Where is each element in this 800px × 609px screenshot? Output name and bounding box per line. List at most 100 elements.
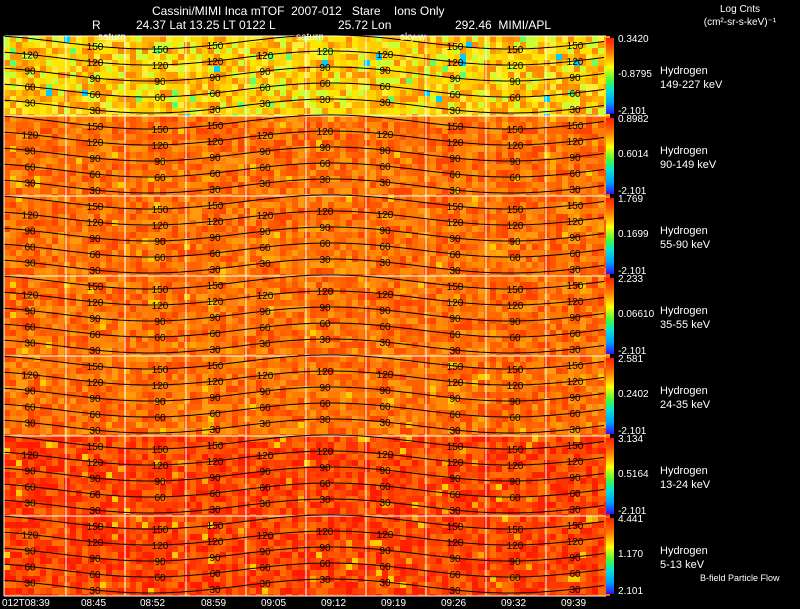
contour-label: 60 xyxy=(89,490,101,501)
contour-label: 30 xyxy=(449,186,461,197)
contour-label: 30 xyxy=(569,265,581,276)
contour-label: 60 xyxy=(24,243,36,254)
contour-label: 30 xyxy=(449,426,461,437)
contour-label: 120 xyxy=(507,541,524,552)
contour-label: 120 xyxy=(257,131,274,142)
colorbar-mid: 0.2402 xyxy=(618,389,649,400)
colorbar xyxy=(606,118,614,194)
contour-label: 60 xyxy=(569,329,581,340)
contour-label: 60 xyxy=(319,319,331,330)
contour-label: 60 xyxy=(89,250,101,261)
contour-label: 30 xyxy=(449,106,461,117)
contour-label: 120 xyxy=(507,221,524,232)
contour-label: 60 xyxy=(209,169,221,180)
contour-label: 150 xyxy=(207,441,224,452)
contour-label: 60 xyxy=(154,173,166,184)
contour-label: 90 xyxy=(379,226,391,237)
contour-150 xyxy=(3,354,605,370)
contour-label: 60 xyxy=(209,409,221,420)
contour-90 xyxy=(3,306,605,322)
contour-label: 90 xyxy=(89,74,101,85)
apl-readout: 292.46 MIMI/APL xyxy=(455,18,552,32)
contour-label: 60 xyxy=(379,82,391,93)
contour-150 xyxy=(3,434,605,450)
contour-label: 120 xyxy=(207,457,224,468)
contour-120 xyxy=(3,450,605,466)
contour-label: 30 xyxy=(24,579,36,590)
saturn-label-1: saturn xyxy=(98,32,126,43)
contour-label: 60 xyxy=(259,243,271,254)
contour-label: 90 xyxy=(259,147,271,158)
contour-90 xyxy=(3,226,605,242)
colorbar-max: 0.8982 xyxy=(618,114,649,125)
contour-label: 60 xyxy=(259,403,271,414)
contour-label: 30 xyxy=(319,335,331,346)
r-label: R xyxy=(92,18,101,32)
colorbar-mid: 0.6014 xyxy=(618,149,649,160)
contour-label: 150 xyxy=(207,201,224,212)
contour-label: 30 xyxy=(259,179,271,190)
time-tick-label: 09:12 xyxy=(321,598,347,609)
contour-label: 150 xyxy=(447,442,464,453)
contour-label: 120 xyxy=(507,61,524,72)
contour-label: 90 xyxy=(449,554,461,565)
contour-label: 60 xyxy=(259,563,271,574)
contour-label: 90 xyxy=(569,553,581,564)
contour-label: 60 xyxy=(319,399,331,410)
contour-150 xyxy=(3,274,605,290)
contour-label: 120 xyxy=(152,221,169,232)
contour-label: 30 xyxy=(209,185,221,196)
contour-label: 90 xyxy=(259,547,271,558)
contour-label: 120 xyxy=(447,138,464,149)
contour-label: 60 xyxy=(89,410,101,421)
contour-label: 90 xyxy=(209,73,221,84)
contour-label: 120 xyxy=(87,458,104,469)
contour-label: 60 xyxy=(209,249,221,260)
contour-label: 30 xyxy=(259,259,271,270)
contour-120 xyxy=(3,370,605,386)
contour-label: 150 xyxy=(152,445,169,456)
contour-label: 30 xyxy=(569,505,581,516)
contour-label: 30 xyxy=(24,259,36,270)
contour-label: 60 xyxy=(509,333,521,344)
contour-label: 90 xyxy=(209,313,221,324)
contour-label: 150 xyxy=(87,522,104,533)
contour-label: 150 xyxy=(507,365,524,376)
contour-label: 120 xyxy=(317,447,334,458)
contour-label: 30 xyxy=(89,506,101,517)
contour-label: 120 xyxy=(317,127,334,138)
contour-label: 120 xyxy=(87,58,104,69)
contour-label: 150 xyxy=(207,121,224,132)
contour-label: 60 xyxy=(569,89,581,100)
panel-energy: 149-227 keV xyxy=(660,79,723,91)
contour-150 xyxy=(3,34,605,50)
contour-90 xyxy=(3,466,605,482)
contour-label: 120 xyxy=(507,141,524,152)
contour-label: 90 xyxy=(24,387,36,398)
contour-label: 60 xyxy=(569,409,581,420)
contour-label: 90 xyxy=(24,547,36,558)
panel-species: Hydrogen xyxy=(660,65,708,77)
contour-label: 30 xyxy=(89,106,101,117)
contour-label: 60 xyxy=(319,79,331,90)
contour-label: 90 xyxy=(379,306,391,317)
contour-label: 120 xyxy=(567,217,584,228)
contour-label: 60 xyxy=(379,402,391,413)
panel-energy: 24-35 keV xyxy=(660,399,711,411)
contour-label: 90 xyxy=(379,66,391,77)
contour-150 xyxy=(3,514,605,530)
contour-label: 60 xyxy=(24,563,36,574)
contour-label: 60 xyxy=(154,413,166,424)
contour-label: 60 xyxy=(379,482,391,493)
panel-energy: 13-24 keV xyxy=(660,479,711,491)
contour-label: 120 xyxy=(257,291,274,302)
contour-label: 60 xyxy=(449,250,461,261)
contour-label: 30 xyxy=(449,586,461,597)
colorbar-min: -2.101 xyxy=(618,186,647,197)
colorbar-min: 2.101 xyxy=(618,586,644,597)
contour-label: 120 xyxy=(257,211,274,222)
contour-label: 30 xyxy=(89,346,101,357)
contour-label: 30 xyxy=(209,105,221,116)
contour-label: 150 xyxy=(507,205,524,216)
contour-label: 120 xyxy=(567,377,584,388)
